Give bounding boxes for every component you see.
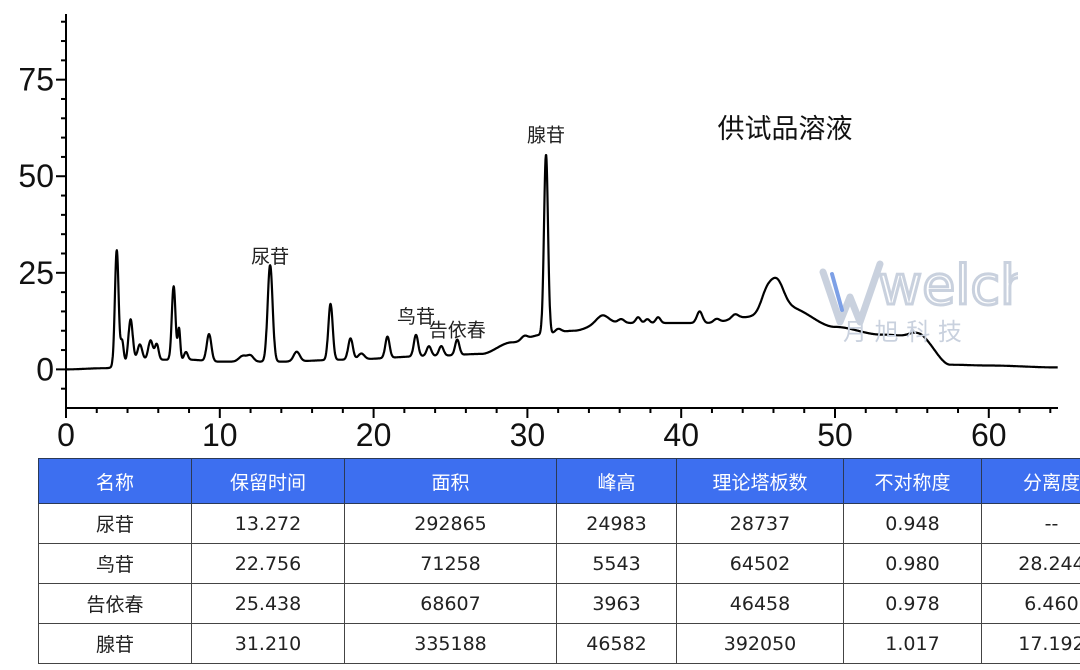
table-cell: 3963 <box>556 583 677 624</box>
table-cell: 46582 <box>556 623 677 664</box>
column-header: 名称 <box>38 458 192 504</box>
x-tick-label: 0 <box>57 417 75 450</box>
watermark-swoosh-accent-icon <box>830 272 844 312</box>
column-header: 面积 <box>344 458 557 504</box>
x-tick-label: 10 <box>202 417 238 450</box>
table-cell: 1.017 <box>843 623 982 664</box>
column-header: 峰高 <box>556 458 677 504</box>
y-tick-label: 0 <box>36 351 54 387</box>
table-cell: 31.210 <box>191 623 345 664</box>
table-cell: 28.244 <box>981 543 1080 584</box>
watermark-latin: welch <box>878 254 1018 317</box>
table-cell: 鸟苷 <box>38 543 192 584</box>
table-cell: 46458 <box>676 583 844 624</box>
chart-title: 供试品溶液 <box>718 114 853 145</box>
column-header: 理论塔板数 <box>676 458 844 504</box>
column-header: 不对称度 <box>843 458 982 504</box>
x-tick-label: 40 <box>663 417 699 450</box>
chromatogram-trace <box>65 154 1059 371</box>
watermark-cn: 月 旭 科 技 <box>843 318 962 346</box>
chart-ticks: 0 25 50 75 0 10 20 30 40 50 60 <box>18 20 1052 450</box>
y-tick-label: 25 <box>18 255 54 291</box>
peak-results-table-wrap: 名称 保留时间 面积 峰高 理论塔板数 不对称度 分离度 尿苷 13.272 2… <box>38 458 1080 664</box>
table-cell: 13.272 <box>191 503 345 544</box>
table-cell: 0.948 <box>843 503 982 544</box>
table-header-row: 名称 保留时间 面积 峰高 理论塔板数 不对称度 分离度 <box>38 458 1080 504</box>
table-cell: 0.978 <box>843 583 982 624</box>
peak-label: 尿苷 <box>251 246 289 268</box>
peak-label: 腺苷 <box>527 124 565 146</box>
x-tick-label: 20 <box>356 417 392 450</box>
table-row: 尿苷 13.272 292865 24983 28737 0.948 -- <box>38 503 1080 544</box>
x-tick-label: 60 <box>971 417 1007 450</box>
table-cell: 5543 <box>556 543 677 584</box>
watermark-swoosh-icon <box>819 260 884 326</box>
table-cell: 292865 <box>344 503 557 544</box>
peak-results-table: 名称 保留时间 面积 峰高 理论塔板数 不对称度 分离度 尿苷 13.272 2… <box>38 458 1080 664</box>
table-cell: 335188 <box>344 623 557 664</box>
table-cell: 告依春 <box>38 583 192 624</box>
table-row: 告依春 25.438 68607 3963 46458 0.978 6.460 <box>38 583 1080 624</box>
x-tick-label: 30 <box>510 417 546 450</box>
table-cell: 22.756 <box>191 543 345 584</box>
table-cell: 25.438 <box>191 583 345 624</box>
table-cell: 392050 <box>676 623 844 664</box>
y-tick-label: 75 <box>18 62 54 98</box>
table-cell: 17.192 <box>981 623 1080 664</box>
brand-watermark: welch 月 旭 科 技 <box>819 253 1018 346</box>
table-cell: 71258 <box>344 543 557 584</box>
chromatogram-line <box>65 154 1059 371</box>
column-header: 分离度 <box>981 458 1080 504</box>
table-row: 腺苷 31.210 335188 46582 392050 1.017 17.1… <box>38 623 1080 664</box>
peak-label: 告依春 <box>429 320 486 342</box>
table-cell: 0.980 <box>843 543 982 584</box>
table-cell: 6.460 <box>981 583 1080 624</box>
table-cell: -- <box>981 503 1080 544</box>
column-header: 保留时间 <box>191 458 345 504</box>
table-cell: 尿苷 <box>38 503 192 544</box>
table-cell: 68607 <box>344 583 557 624</box>
table-cell: 腺苷 <box>38 623 192 664</box>
table-cell: 28737 <box>676 503 844 544</box>
table-cell: 64502 <box>676 543 844 584</box>
peak-label: 鸟苷 <box>397 306 435 328</box>
table-cell: 24983 <box>556 503 677 544</box>
table-row: 鸟苷 22.756 71258 5543 64502 0.980 28.244 <box>38 543 1080 584</box>
x-tick-label: 50 <box>817 417 853 450</box>
y-tick-label: 50 <box>18 158 54 194</box>
